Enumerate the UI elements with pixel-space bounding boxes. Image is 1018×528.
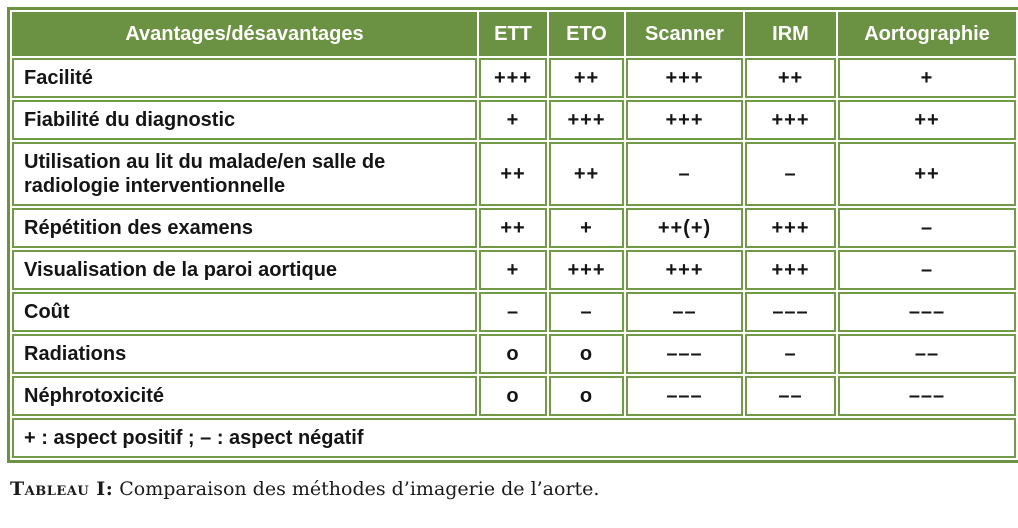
value-cell: +++: [479, 58, 547, 98]
value-cell: –: [745, 334, 836, 374]
value-cell: +++: [745, 250, 836, 290]
row-label: Facilité: [12, 58, 477, 98]
value-cell: +++: [626, 100, 743, 140]
value-cell: ++: [838, 142, 1016, 206]
value-cell: ++: [479, 142, 547, 206]
legend-footnote: + : aspect positif ; – : aspect négatif: [12, 418, 1016, 458]
value-cell: ++: [549, 142, 624, 206]
value-cell: o: [549, 334, 624, 374]
header-cell-criteria: Avantages/désavantages: [12, 12, 477, 56]
value-cell: –––: [838, 292, 1016, 332]
header-cell-aortographie: Aortographie: [838, 12, 1016, 56]
table-row-cout: Coût – – –– ––– –––: [12, 292, 1016, 332]
header-cell-ett: ETT: [479, 12, 547, 56]
value-cell: o: [479, 376, 547, 416]
value-cell: +: [479, 100, 547, 140]
row-label: Coût: [12, 292, 477, 332]
header-cell-scanner: Scanner: [626, 12, 743, 56]
value-cell: –––: [626, 334, 743, 374]
value-cell: –––: [838, 376, 1016, 416]
value-cell: +: [838, 58, 1016, 98]
table-row-utilisation: Utilisation au lit du malade/en salle de…: [12, 142, 1016, 206]
value-cell: ++: [549, 58, 624, 98]
value-cell: o: [479, 334, 547, 374]
value-cell: –: [838, 250, 1016, 290]
footnote-row: + : aspect positif ; – : aspect négatif: [12, 418, 1016, 458]
value-cell: +: [549, 208, 624, 248]
value-cell: +++: [549, 250, 624, 290]
value-cell: ++: [479, 208, 547, 248]
header-cell-irm: IRM: [745, 12, 836, 56]
caption-label: Tableau I:: [10, 478, 114, 500]
value-cell: +++: [549, 100, 624, 140]
value-cell: –: [479, 292, 547, 332]
row-label: Visualisation de la paroi aortique: [12, 250, 477, 290]
row-label: Néphrotoxicité: [12, 376, 477, 416]
caption-text: Comparaison des méthodes d’imagerie de l…: [113, 478, 600, 500]
value-cell: ++: [838, 100, 1016, 140]
value-cell: +++: [745, 208, 836, 248]
header-cell-eto: ETO: [549, 12, 624, 56]
value-cell: o: [549, 376, 624, 416]
table-row-visualisation: Visualisation de la paroi aortique + +++…: [12, 250, 1016, 290]
value-cell: –: [626, 142, 743, 206]
table-caption: Tableau I: Comparaison des méthodes d’im…: [10, 478, 599, 500]
value-cell: +++: [626, 250, 743, 290]
table-row-repetition: Répétition des examens ++ + ++(+) +++ –: [12, 208, 1016, 248]
table-row-fiabilite: Fiabilité du diagnostic + +++ +++ +++ ++: [12, 100, 1016, 140]
value-cell: –––: [745, 292, 836, 332]
imaging-comparison-table: Avantages/désavantages ETT ETO Scanner I…: [7, 7, 1018, 463]
value-cell: ––: [838, 334, 1016, 374]
row-label: Répétition des examens: [12, 208, 477, 248]
table-row-facilite: Facilité +++ ++ +++ ++ +: [12, 58, 1016, 98]
value-cell: –: [838, 208, 1016, 248]
row-label: Radiations: [12, 334, 477, 374]
value-cell: ++(+): [626, 208, 743, 248]
comparison-table-container: Avantages/désavantages ETT ETO Scanner I…: [7, 7, 1018, 463]
value-cell: +++: [745, 100, 836, 140]
value-cell: ––: [745, 376, 836, 416]
value-cell: –: [745, 142, 836, 206]
row-label: Utilisation au lit du malade/en salle de…: [12, 142, 477, 206]
value-cell: ––: [626, 292, 743, 332]
table-row-nephrotoxicite: Néphrotoxicité o o ––– –– –––: [12, 376, 1016, 416]
value-cell: ++: [745, 58, 836, 98]
value-cell: –: [549, 292, 624, 332]
value-cell: +: [479, 250, 547, 290]
header-row: Avantages/désavantages ETT ETO Scanner I…: [12, 12, 1016, 56]
value-cell: +++: [626, 58, 743, 98]
value-cell: –––: [626, 376, 743, 416]
row-label: Fiabilité du diagnostic: [12, 100, 477, 140]
table-row-radiations: Radiations o o ––– – ––: [12, 334, 1016, 374]
